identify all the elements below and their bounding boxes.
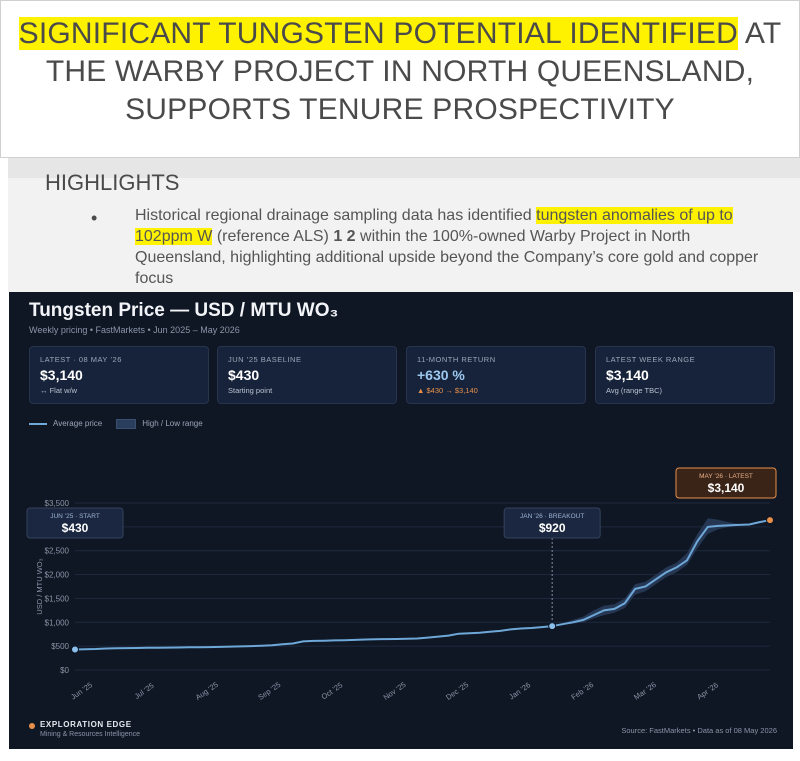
- x-tick-label: Apr ’26: [695, 680, 720, 701]
- stat-card-sub: Avg (range TBC): [606, 386, 662, 395]
- brand-name: EXPLORATION EDGE: [40, 720, 132, 729]
- x-tick-label: Mar ’26: [632, 680, 658, 702]
- chart-subtitle: Weekly pricing • FastMarkets • Jun 2025 …: [29, 325, 240, 335]
- y-tick-label: $2,500: [45, 547, 70, 556]
- y-tick-label: $500: [51, 642, 69, 651]
- x-tick-label: Dec ’25: [444, 680, 470, 702]
- y-axis-label: USD / MTU WO₃: [35, 558, 44, 614]
- x-tick-label: Sep ’25: [256, 680, 282, 702]
- x-tick-label: Feb ’26: [570, 680, 596, 702]
- annotation-label: JAN ’26 · BREAKOUT: [520, 513, 584, 520]
- stat-card-sub: ▲ $430 → $3,140: [417, 386, 478, 395]
- annotation-value: $3,140: [708, 481, 745, 495]
- headline-line-3: SUPPORTS TENURE PROSPECTIVITY: [125, 93, 675, 126]
- highlights-title: HIGHLIGHTS: [45, 170, 180, 195]
- stat-card-range: LATEST WEEK RANGE $3,140 Avg (range TBC): [595, 346, 775, 404]
- chart-title: Tungsten Price — USD / MTU WO₃: [29, 300, 339, 321]
- stat-card-return: 11-MONTH RETURN +630 % ▲ $430 → $3,140: [406, 346, 586, 404]
- average-price-line: [74, 519, 771, 651]
- x-tick-label: Jul ’25: [133, 681, 156, 701]
- stat-card-sub: ↔ Flat w/w: [40, 386, 78, 395]
- headline: SIGNIFICANT TUNGSTEN POTENTIAL IDENTIFIE…: [1, 15, 799, 129]
- annotation-point: [766, 516, 774, 525]
- stat-card-value: $3,140: [606, 367, 649, 383]
- y-tick-label: $0: [60, 666, 69, 675]
- annotation-value: $430: [62, 521, 89, 535]
- annotation-value: $920: [539, 521, 566, 535]
- annotation-box: [675, 467, 777, 499]
- stat-card-value: $430: [228, 367, 260, 383]
- bullet-part-2: (reference ALS): [212, 228, 334, 245]
- stat-card-sub: Starting point: [228, 386, 273, 395]
- headline-line-1-rest: AT: [738, 17, 782, 50]
- legend-band-swatch: [116, 419, 137, 429]
- brand-dot-icon: [29, 723, 35, 729]
- annotation-label: JUN ’25 · START: [50, 513, 100, 520]
- annotation-point: [71, 645, 79, 654]
- brand-tagline: Mining & Resources Intelligence: [40, 731, 140, 738]
- stat-card-baseline: JUN ’25 BASELINE $430 Starting point: [217, 346, 397, 404]
- stat-card-label: 11-MONTH RETURN: [417, 355, 496, 364]
- y-tick-label: $3,500: [45, 499, 70, 508]
- highlight-bullet-text: Historical regional drainage sampling da…: [135, 205, 775, 289]
- page-bottom: [0, 749, 800, 761]
- bullet-footnote-refs: 1 2: [333, 228, 356, 245]
- stat-card-label: LATEST WEEK RANGE: [606, 355, 696, 364]
- stat-card-value: +630 %: [417, 367, 465, 383]
- bullet-part-3: within the 100%-owned Warby Project in N…: [135, 228, 759, 287]
- headline-highlight: SIGNIFICANT TUNGSTEN POTENTIAL IDENTIFIE…: [18, 17, 738, 50]
- annotation-box: [26, 507, 124, 539]
- x-tick-label: Jan ’26: [507, 680, 532, 701]
- stat-card-value: $3,140: [40, 367, 83, 383]
- annotation-box: [503, 507, 601, 539]
- annotation-label: MAY ’26 · LATEST: [699, 473, 753, 480]
- x-tick-label: Aug ’25: [194, 680, 220, 702]
- highlights-section: [8, 158, 800, 292]
- high-low-band: [75, 518, 770, 650]
- source-note: Source: FastMarkets • Data as of 08 May …: [621, 726, 777, 735]
- chart-legend: Average price High / Low range: [29, 419, 203, 429]
- x-tick-label: Oct ’25: [320, 680, 345, 701]
- bullet-icon: •: [91, 208, 98, 228]
- chart-panel: Tungsten Price — USD / MTU WO₃ Weekly pr…: [9, 292, 793, 749]
- y-tick-label: $2,000: [45, 571, 70, 580]
- document-header: SIGNIFICANT TUNGSTEN POTENTIAL IDENTIFIE…: [0, 0, 800, 158]
- stat-card-label: LATEST · 08 MAY ’26: [40, 355, 122, 364]
- legend-line-swatch: [29, 423, 47, 425]
- stat-card-latest: LATEST · 08 MAY ’26 $3,140 ↔ Flat w/w: [29, 346, 209, 404]
- headline-line-1: SIGNIFICANT TUNGSTEN POTENTIAL IDENTIFIE…: [1, 15, 799, 53]
- x-tick-label: Jun ’25: [69, 680, 94, 701]
- section-divider: [8, 158, 800, 178]
- stat-card-label: JUN ’25 BASELINE: [228, 355, 302, 364]
- headline-line-2: THE WARBY PROJECT IN NORTH QUEENSLAND,: [45, 55, 755, 88]
- y-tick-label: $1,500: [45, 594, 70, 603]
- annotation-point: [548, 622, 557, 631]
- price-chart: $0$500$1,000$1,500$2,000$2,500$3,000$3,5…: [26, 467, 777, 702]
- y-tick-label: $1,000: [45, 618, 70, 627]
- legend-band-label: High / Low range: [142, 419, 203, 429]
- legend-line-label: Average price: [53, 419, 103, 429]
- bullet-part-1: Historical regional drainage sampling da…: [135, 207, 537, 224]
- x-tick-label: Nov ’25: [382, 680, 408, 702]
